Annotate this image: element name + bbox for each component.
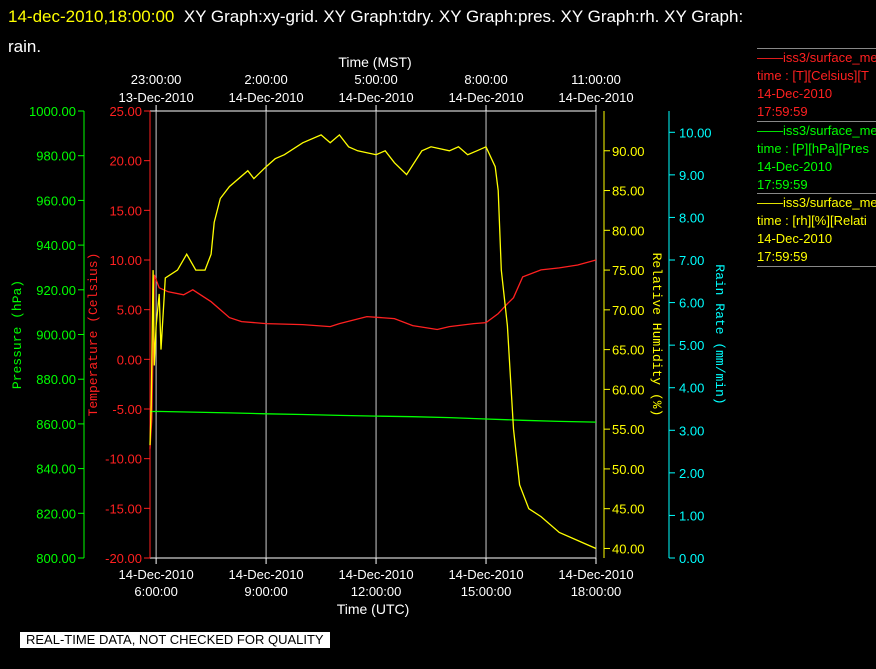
humidity-tick-label: 40.00 [612,541,645,556]
x-tick-label-date: 14-Dec-2010 [558,567,633,582]
humidity-series-line [149,133,597,550]
humidity-tick-label: 55.00 [612,422,645,437]
x-tick-label-date: 14-Dec-2010 [119,567,194,582]
x-tick-label-date: 14-Dec-2010 [448,567,523,582]
x-axis-label: Time (UTC) [337,601,410,617]
pressure-axis-title: Pressure (hPa) [10,280,25,389]
legend-series-time: 17:59:59 [757,177,808,192]
rain-tick-label: 10.00 [679,125,712,140]
legend-series-units: time : [P][hPa][Pres [757,141,869,156]
temperature-tick-label: -15.00 [105,501,142,516]
x-tick-label-time: 12:00:00 [351,584,402,599]
humidity-axis-title: Relative Humidity (%) [649,253,664,417]
temperature-tick-label: -20.00 [105,551,142,566]
top-tick-label-date: 14-Dec-2010 [558,90,633,105]
pressure-tick-label: 800.00 [36,551,76,566]
top-tick-label-time: 11:00:00 [571,72,621,87]
humidity-tick-label: 75.00 [612,263,645,278]
humidity-tick-label: 85.00 [612,184,645,199]
temperature-axis-title: Temperature (Celsius) [86,253,101,417]
top-tick-label-date: 14-Dec-2010 [229,90,304,105]
pressure-tick-label: 900.00 [36,328,76,343]
x-tick-label-time: 6:00:00 [134,584,177,599]
x-tick-label-date: 14-Dec-2010 [229,567,304,582]
rain-axis-title: Rain Rate (mm/min) [712,264,727,404]
temperature-tick-label: 0.00 [117,352,142,367]
legend-series-name: ——iss3/surface_me [757,195,876,210]
pressure-tick-label: 1000.00 [29,104,76,119]
legend-entry-temperature[interactable]: ——iss3/surface_me time : [T][Celsius][T … [757,48,876,121]
pressure-tick-label: 960.00 [36,193,76,208]
rain-tick-label: 5.00 [679,338,704,353]
temperature-series-line [149,259,597,449]
rain-tick-label: 0.00 [679,551,704,566]
legend-separator [757,193,876,194]
header-graph-titles: XY Graph:xy-grid. XY Graph:tdry. XY Grap… [183,7,744,26]
rain-tick-label: 3.00 [679,423,704,438]
legend-separator [757,48,876,49]
header-graph-titles-wrap: rain. [8,37,42,56]
header-timestamp: 14-dec-2010,18:00:00 [8,7,175,26]
x-tick-label-time: 15:00:00 [461,584,512,599]
temperature-tick-label: 20.00 [109,154,142,169]
temperature-tick-label: 5.00 [117,303,142,318]
x-tick-label-time: 18:00:00 [571,584,622,599]
temperature-tick-label: 15.00 [109,203,142,218]
humidity-tick-label: 90.00 [612,144,645,159]
top-tick-label-time: 23:00:00 [131,72,182,87]
rain-tick-label: 7.00 [679,253,704,268]
pressure-tick-label: 820.00 [36,506,76,521]
pressure-tick-label: 940.00 [36,238,76,253]
legend-series-name: ——iss3/surface_me [757,50,876,65]
legend-separator [757,266,876,267]
legend-series-units: time : [T][Celsius][T [757,68,869,83]
rain-tick-label: 8.00 [679,210,704,225]
humidity-tick-label: 60.00 [612,382,645,397]
temperature-tick-label: -5.00 [112,402,142,417]
legend-series-name: ——iss3/surface_me [757,123,876,138]
legend-series-time: 17:59:59 [757,104,808,119]
rain-tick-label: 1.00 [679,508,704,523]
top-tick-label-time: 2:00:00 [244,72,287,87]
pressure-tick-label: 880.00 [36,372,76,387]
humidity-tick-label: 45.00 [612,502,645,517]
legend-entry-humidity[interactable]: ——iss3/surface_me time : [rh][%][Relati … [757,193,876,267]
top-tick-label-date: 13-Dec-2010 [119,90,194,105]
pressure-series-line [149,410,597,423]
x-tick-label-date: 14-Dec-2010 [338,567,413,582]
top-tick-label-date: 14-Dec-2010 [338,90,413,105]
temperature-tick-label: -10.00 [105,452,142,467]
legend-series-date: 14-Dec-2010 [757,86,833,101]
pressure-tick-label: 980.00 [36,149,76,164]
humidity-tick-label: 65.00 [612,343,645,358]
temperature-tick-label: 10.00 [109,253,142,268]
top-tick-label-time: 8:00:00 [464,72,507,87]
legend-separator [757,121,876,122]
x-tick-label-time: 9:00:00 [244,584,287,599]
top-tick-label-time: 5:00:00 [354,72,397,87]
window-header: 14-dec-2010,18:00:00 XY Graph:xy-grid. X… [8,2,858,62]
rain-tick-label: 2.00 [679,466,704,481]
temperature-tick-label: 25.00 [109,104,142,119]
legend-series-date: 14-Dec-2010 [757,231,833,246]
legend-series-time: 17:59:59 [757,249,808,264]
rain-tick-label: 4.00 [679,381,704,396]
pressure-tick-label: 920.00 [36,283,76,298]
top-tick-label-date: 14-Dec-2010 [448,90,523,105]
legend-entry-pressure[interactable]: ——iss3/surface_me time : [P][hPa][Pres 1… [757,121,876,194]
top-axis-label: Time (MST) [338,54,411,70]
humidity-tick-label: 70.00 [612,303,645,318]
legend-series-date: 14-Dec-2010 [757,159,833,174]
humidity-tick-label: 80.00 [612,223,645,238]
humidity-tick-label: 50.00 [612,462,645,477]
rain-tick-label: 6.00 [679,296,704,311]
plot-frame [149,110,597,559]
quality-notice: REAL-TIME DATA, NOT CHECKED FOR QUALITY [20,632,330,648]
pressure-tick-label: 840.00 [36,462,76,477]
legend-series-units: time : [rh][%][Relati [757,213,867,228]
pressure-tick-label: 860.00 [36,417,76,432]
rain-tick-label: 9.00 [679,168,704,183]
